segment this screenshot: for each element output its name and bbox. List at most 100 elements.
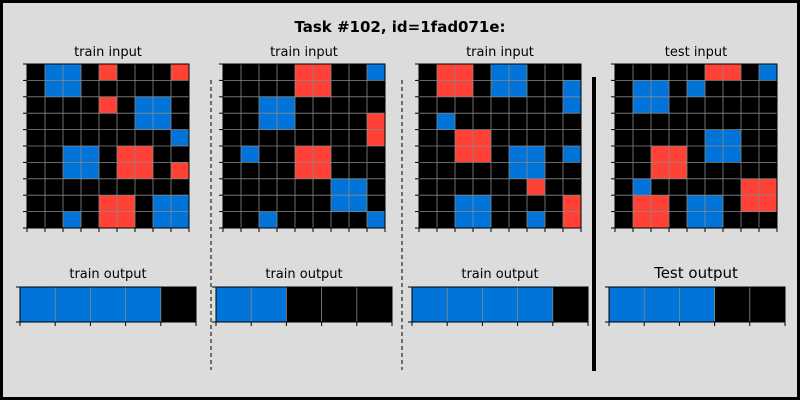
input-grid-cell	[723, 162, 741, 179]
input-grid-cell	[45, 162, 63, 179]
input-grid-cell	[171, 129, 189, 146]
input-grid-cell	[223, 96, 241, 114]
input-grid-cell	[81, 113, 99, 130]
input-grid-cell	[723, 129, 741, 146]
input-grid-cell	[171, 96, 189, 114]
input-grid-cell	[331, 146, 349, 163]
input-grid-border	[418, 63, 582, 229]
input-grid-cell	[759, 162, 777, 179]
input-grid-cell	[135, 211, 153, 228]
input-grid-cell	[259, 195, 277, 212]
input-grid-cell	[153, 64, 171, 81]
input-grid-cell	[473, 80, 491, 97]
input-grid-cell	[545, 195, 563, 212]
input-grid-cell	[633, 113, 651, 130]
output-grid-cell	[286, 287, 322, 322]
input-grid-cell	[241, 80, 259, 97]
output-grid-cell	[251, 287, 287, 322]
input-grid-cell	[367, 96, 385, 114]
input-grid-cell	[295, 146, 313, 163]
output-grid-border	[215, 286, 393, 323]
input-grid-cell	[455, 80, 473, 97]
input-grid-cell	[45, 146, 63, 163]
input-grid-cell	[491, 113, 509, 130]
output-grid-cell	[412, 287, 448, 322]
input-grid-cell	[259, 211, 277, 228]
input-grid-cell	[705, 129, 723, 146]
panel-1-output-grid	[16, 286, 197, 326]
input-grid-cell	[117, 64, 135, 81]
input-grid-cell	[419, 129, 437, 146]
input-grid-cell	[99, 162, 117, 179]
input-grid-cell	[331, 162, 349, 179]
input-grid-cell	[277, 162, 295, 179]
input-grid-cell	[723, 195, 741, 212]
input-grid-cell	[633, 129, 651, 146]
input-grid-cell	[153, 211, 171, 228]
input-grid-cell	[669, 113, 687, 130]
panel-2-output-label: train output	[265, 267, 342, 282]
input-grid-cell	[651, 162, 669, 179]
input-grid-cell	[455, 178, 473, 196]
input-grid-cell	[509, 178, 527, 196]
input-grid-border	[222, 63, 386, 229]
output-grid-cell	[482, 287, 518, 322]
input-grid-cell	[651, 195, 669, 212]
input-grid-cell	[45, 113, 63, 130]
test-input-grid	[611, 63, 778, 232]
input-grid-cell	[563, 146, 581, 163]
input-grid-cell	[277, 195, 295, 212]
input-grid-cell	[367, 80, 385, 97]
input-grid-cell	[651, 113, 669, 130]
input-grid-cell	[563, 64, 581, 81]
input-grid-cell	[473, 129, 491, 146]
input-grid-cell	[171, 80, 189, 97]
input-grid-cell	[687, 162, 705, 179]
input-grid-cell	[759, 96, 777, 114]
input-grid-cell	[349, 195, 367, 212]
input-grid-cell	[615, 195, 633, 212]
input-grid-cell	[419, 146, 437, 163]
input-grid-cell	[545, 146, 563, 163]
input-grid-cell	[63, 146, 81, 163]
input-grid-cell	[491, 178, 509, 196]
test-input-label: test input	[665, 45, 728, 60]
panel-test: test input Test output	[605, 45, 786, 326]
panel-1-input-label: train input	[74, 45, 142, 60]
input-grid-cell	[437, 80, 455, 97]
input-grid-cell	[349, 129, 367, 146]
panel-1: train input train output	[16, 45, 197, 326]
input-grid-cell	[331, 96, 349, 114]
input-grid-cell	[545, 80, 563, 97]
test-output-grid	[605, 286, 786, 326]
input-grid-cell	[153, 129, 171, 146]
input-grid-cell	[741, 146, 759, 163]
input-grid-cell	[27, 113, 45, 130]
input-grid-cell	[45, 129, 63, 146]
input-grid-cell	[27, 80, 45, 97]
input-grid-cell	[509, 146, 527, 163]
input-grid-cell	[759, 113, 777, 130]
input-grid-cell	[223, 113, 241, 130]
input-grid-cell	[419, 96, 437, 114]
input-grid-cell	[259, 96, 277, 114]
input-grid-cell	[367, 146, 385, 163]
input-grid-cell	[527, 178, 545, 196]
input-grid-cell	[27, 211, 45, 228]
input-grid-cell	[419, 162, 437, 179]
input-grid-cell	[331, 178, 349, 196]
input-grid-cell	[99, 195, 117, 212]
input-grid-cell	[741, 195, 759, 212]
panel-3: train input train output	[408, 45, 589, 326]
input-grid-cell	[241, 178, 259, 196]
input-grid-cell	[259, 64, 277, 81]
input-grid-cell	[633, 96, 651, 114]
input-grid-cell	[437, 162, 455, 179]
input-grid-cell	[437, 113, 455, 130]
input-grid-cell	[349, 64, 367, 81]
input-grid-cell	[367, 113, 385, 130]
input-grid-cell	[277, 178, 295, 196]
input-grid-cell	[349, 146, 367, 163]
input-grid-cell	[455, 162, 473, 179]
input-grid-cell	[223, 64, 241, 81]
